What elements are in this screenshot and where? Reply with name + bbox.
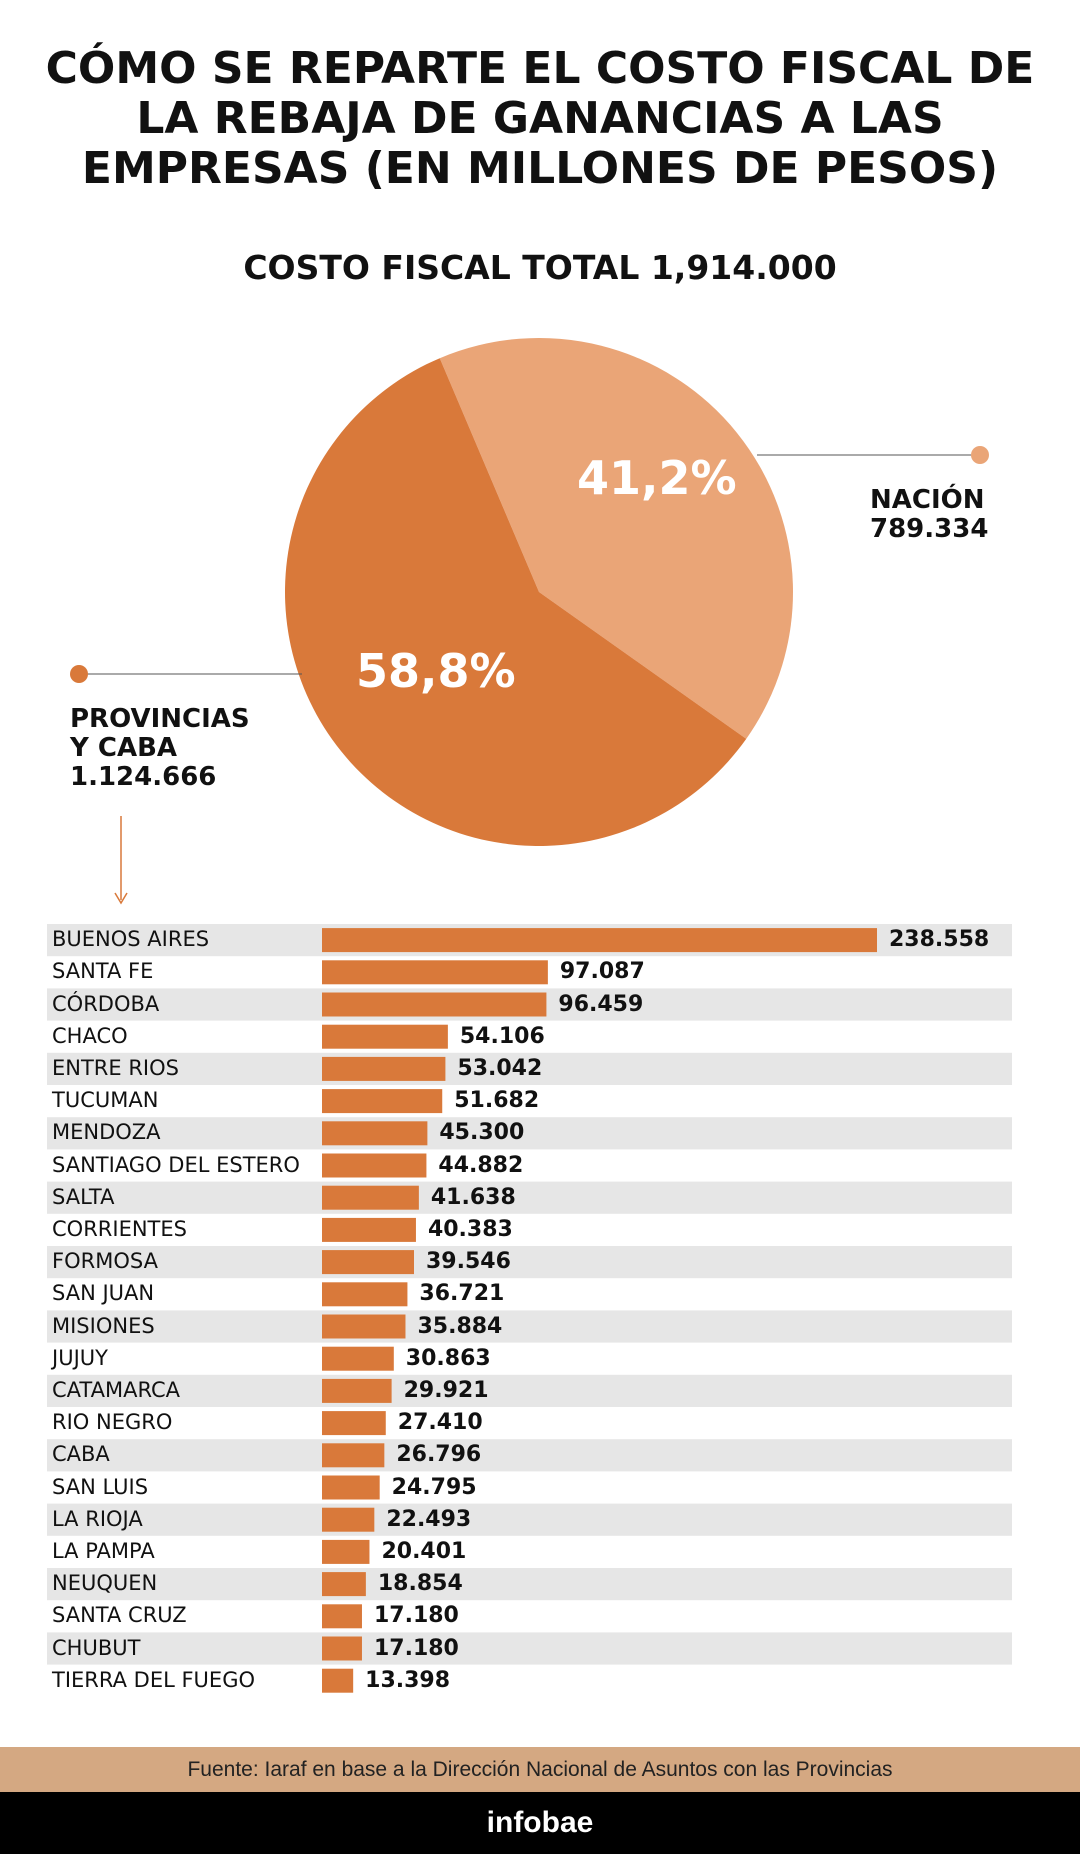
subtitle: COSTO FISCAL TOTAL 1,914.000: [243, 248, 837, 287]
row-band: [47, 1503, 1012, 1536]
bar: [322, 1346, 394, 1371]
legend-label: NACIÓN: [870, 485, 985, 515]
bar: [322, 1314, 406, 1339]
category-label: LA RIOJA: [52, 1506, 143, 1531]
value-label: 26.796: [396, 1442, 482, 1468]
value-label: 45.300: [439, 1120, 525, 1146]
bar: [322, 1153, 427, 1178]
category-label: SANTIAGO DEL ESTERO: [52, 1152, 300, 1177]
row-band: [47, 1310, 1012, 1343]
category-label: FORMOSA: [52, 1249, 158, 1274]
value-label: 13.398: [365, 1667, 451, 1693]
value-label: 17.180: [373, 1635, 459, 1661]
value-label: 36.721: [419, 1281, 505, 1307]
slice-label: 58,8%: [356, 644, 516, 698]
bar: [322, 1282, 408, 1307]
bar: [322, 1121, 428, 1146]
bar: [322, 1636, 362, 1661]
category-label: LA PAMPA: [52, 1538, 155, 1563]
row-band: [47, 1439, 1012, 1472]
value-label: 39.546: [426, 1249, 511, 1275]
value-label: 51.682: [454, 1088, 540, 1114]
bar: [322, 1217, 416, 1242]
category-label: JUJUY: [52, 1345, 108, 1370]
row-band: [47, 1374, 1012, 1407]
bar: [322, 1507, 375, 1532]
bar: [322, 1024, 448, 1049]
bar: [322, 1089, 443, 1114]
row-band: [47, 1568, 1012, 1601]
bar: [322, 1185, 419, 1210]
category-label: TUCUMAN: [52, 1088, 159, 1113]
callout-dot: [70, 665, 88, 683]
category-label: CHUBUT: [52, 1635, 141, 1660]
category-label: TIERRA DEL FUEGO: [52, 1667, 255, 1692]
bar: [322, 1411, 386, 1436]
bar: [322, 1668, 354, 1693]
slice-label: 41,2%: [577, 451, 737, 505]
category-label: SAN LUIS: [52, 1474, 149, 1499]
pie-slice: [439, 338, 793, 739]
value-label: 17.180: [373, 1603, 459, 1629]
bar: [322, 992, 547, 1017]
bar: [322, 1475, 380, 1500]
value-label: 54.106: [459, 1023, 545, 1049]
category-label: SALTA: [52, 1184, 115, 1209]
category-label: RIO NEGRO: [52, 1410, 173, 1435]
row-band: [47, 1246, 1012, 1279]
source: Fuente: Iaraf en base a la Dirección Nac…: [0, 1747, 1080, 1792]
bar: [322, 1250, 415, 1275]
bar: [322, 1056, 446, 1081]
arrow-head: [114, 892, 128, 905]
category-label: SANTA CRUZ: [52, 1603, 187, 1628]
row-band: [47, 1117, 1012, 1150]
bar: [322, 1572, 366, 1597]
callout-dot: [971, 446, 989, 464]
value-label: 238.558: [889, 927, 990, 953]
value-label: 18.854: [377, 1571, 463, 1597]
legend-label: PROVINCIAS Y CABA: [70, 704, 250, 763]
value-label: 53.042: [457, 1055, 543, 1081]
bar: [322, 1539, 370, 1564]
bar: [322, 1443, 385, 1468]
logo: infobae: [0, 1792, 1080, 1854]
category-label: CATAMARCA: [52, 1377, 181, 1402]
category-label: SAN JUAN: [52, 1281, 155, 1306]
value-label: 97.087: [559, 959, 645, 985]
value-label: 44.882: [438, 1152, 524, 1178]
value-label: 30.863: [405, 1345, 491, 1371]
bar: [322, 1378, 392, 1403]
category-label: ENTRE RIOS: [52, 1055, 179, 1080]
title: CÓMO SE REPARTE EL COSTO FISCAL DE LA RE…: [45, 43, 1035, 194]
amount-label: 1.124.666: [70, 762, 217, 792]
row-band: [47, 1181, 1012, 1214]
category-label: SANTA FE: [52, 959, 154, 984]
bar: [322, 1604, 362, 1629]
category-label: NEUQUEN: [52, 1571, 158, 1596]
category-label: CORRIENTES: [52, 1216, 187, 1241]
value-label: 22.493: [386, 1506, 472, 1532]
category-label: CÓRDOBA: [52, 991, 160, 1016]
value-label: 96.459: [558, 991, 644, 1017]
value-label: 41.638: [430, 1184, 516, 1210]
bar: [322, 960, 548, 985]
bar: [322, 928, 877, 953]
pie-slice: [284, 358, 747, 847]
category-label: CHACO: [52, 1023, 128, 1048]
value-label: 20.401: [381, 1538, 467, 1564]
category-label: CABA: [52, 1442, 110, 1467]
value-label: 24.795: [391, 1474, 477, 1500]
value-label: 27.410: [397, 1410, 483, 1436]
amount-label: 789.334: [870, 514, 989, 544]
value-label: 29.921: [403, 1377, 489, 1403]
category-label: MISIONES: [52, 1313, 155, 1338]
value-label: 35.884: [417, 1313, 503, 1339]
row-band: [47, 1052, 1012, 1085]
row-band: [47, 1632, 1012, 1665]
value-label: 40.383: [427, 1216, 513, 1242]
category-label: MENDOZA: [52, 1120, 161, 1145]
category-label: BUENOS AIRES: [52, 927, 210, 952]
